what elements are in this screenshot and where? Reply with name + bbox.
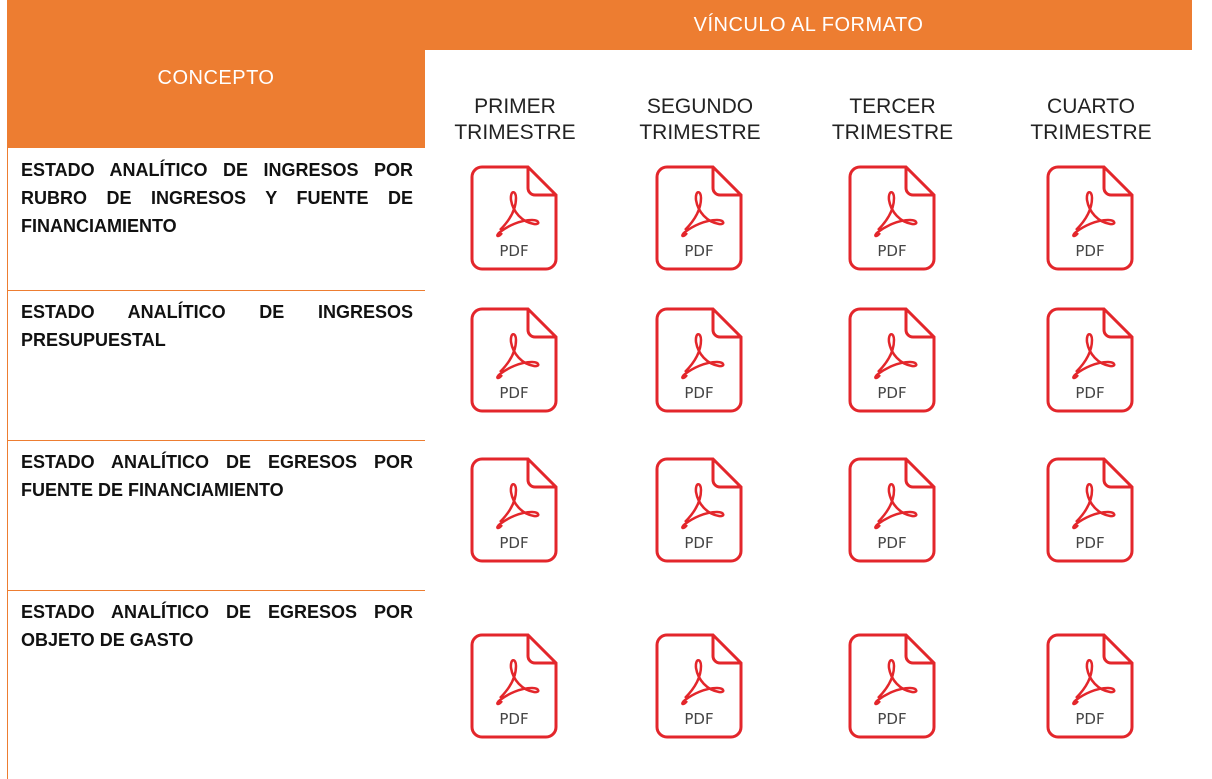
link-title: VÍNCULO AL FORMATO: [693, 13, 924, 36]
pdf-link[interactable]: PDF: [848, 164, 938, 272]
acrobat-symbol: [1072, 333, 1116, 380]
concept-cell: ESTADO ANALÍTICO DE EGRESOS POR FUENTE D…: [21, 452, 413, 500]
left-border: [7, 148, 8, 779]
pdf-link[interactable]: PDF: [1046, 456, 1136, 564]
pdf-label: PDF: [877, 710, 906, 728]
pdf-link[interactable]: PDF: [470, 164, 560, 272]
pdf-label: PDF: [877, 242, 906, 260]
pdf-link[interactable]: PDF: [655, 632, 745, 740]
pdf-label: PDF: [499, 384, 528, 402]
acrobat-symbol: [1072, 191, 1116, 238]
pdf-icon-body: [848, 307, 935, 413]
pdf-link[interactable]: PDF: [655, 164, 745, 272]
pdf-icon-fold: [904, 309, 934, 339]
acrobat-symbol: [496, 191, 540, 238]
pdf-label: PDF: [684, 534, 713, 552]
pdf-icon-fold: [1102, 459, 1132, 489]
pdf-label: PDF: [877, 534, 906, 552]
concept-cell: ESTADO ANALÍTICO DE INGRESOS POR RUBRO D…: [21, 160, 413, 236]
pdf-label: PDF: [1075, 384, 1104, 402]
acrobat-symbol: [681, 333, 725, 380]
pdf-icon-fold: [526, 635, 556, 665]
pdf-label: PDF: [684, 242, 713, 260]
pdf-icon-fold: [526, 167, 556, 197]
pdf-icon-body: [848, 457, 935, 563]
quarter-header: TERCER TRIMESTRE: [831, 95, 954, 144]
pdf-icon-fold: [904, 635, 934, 665]
pdf-link[interactable]: PDF: [1046, 164, 1136, 272]
pdf-link[interactable]: PDF: [1046, 632, 1136, 740]
pdf-icon-body: [470, 165, 558, 271]
pdf-icon-body: [470, 457, 558, 563]
pdf-link[interactable]: PDF: [470, 306, 560, 414]
concept-header: CONCEPTO: [7, 0, 425, 148]
acrobat-symbol: [873, 659, 917, 706]
pdf-label: PDF: [877, 384, 906, 402]
pdf-icon-body: [1046, 633, 1134, 739]
pdf-icon-fold: [711, 167, 741, 197]
quarter-header: SEGUNDO TRIMESTRE: [639, 95, 761, 144]
pdf-icon-body: [1046, 457, 1134, 563]
pdf-icon-fold: [526, 459, 556, 489]
pdf-icon-fold: [711, 635, 741, 665]
pdf-link[interactable]: PDF: [470, 632, 560, 740]
pdf-icon-body: [655, 165, 743, 271]
pdf-link[interactable]: PDF: [848, 306, 938, 414]
pdf-icon-body: [848, 633, 935, 739]
pdf-icon-fold: [711, 309, 741, 339]
pdf-icon-fold: [904, 459, 934, 489]
acrobat-symbol: [873, 483, 917, 530]
pdf-icon-body: [655, 457, 743, 563]
pdf-label: PDF: [499, 534, 528, 552]
pdf-icon-fold: [1102, 167, 1132, 197]
pdf-icon-body: [470, 307, 558, 413]
pdf-link[interactable]: PDF: [470, 456, 560, 564]
pdf-icon-fold: [526, 309, 556, 339]
acrobat-symbol: [496, 333, 540, 380]
concept-cell: ESTADO ANALÍTICO DE EGRESOS POR OBJETO D…: [21, 602, 413, 650]
row-border: [7, 440, 425, 441]
pdf-link[interactable]: PDF: [848, 632, 938, 740]
pdf-icon-fold: [1102, 309, 1132, 339]
pdf-icon-fold: [1102, 635, 1132, 665]
pdf-label: PDF: [684, 710, 713, 728]
concept-cell: ESTADO ANALÍTICO DE INGRESOS PRESUPUESTA…: [21, 302, 413, 350]
pdf-icon-body: [1046, 307, 1134, 413]
pdf-label: PDF: [684, 384, 713, 402]
pdf-icon-fold: [904, 167, 934, 197]
pdf-icon-body: [655, 307, 743, 413]
acrobat-symbol: [1072, 483, 1116, 530]
acrobat-symbol: [1072, 659, 1116, 706]
pdf-link[interactable]: PDF: [655, 456, 745, 564]
acrobat-symbol: [496, 483, 540, 530]
quarter-header: PRIMER TRIMESTRE: [454, 95, 576, 144]
pdf-link[interactable]: PDF: [848, 456, 938, 564]
pdf-label: PDF: [1075, 534, 1104, 552]
pdf-icon-body: [655, 633, 743, 739]
row-border: [7, 290, 425, 291]
quarter-header: CUARTO TRIMESTRE: [1030, 95, 1152, 144]
pdf-label: PDF: [1075, 242, 1104, 260]
acrobat-symbol: [681, 191, 725, 238]
pdf-link[interactable]: PDF: [1046, 306, 1136, 414]
acrobat-symbol: [873, 191, 917, 238]
pdf-link[interactable]: PDF: [655, 306, 745, 414]
acrobat-symbol: [873, 333, 917, 380]
pdf-icon-body: [848, 165, 935, 271]
pdf-icon-body: [470, 633, 558, 739]
acrobat-symbol: [496, 659, 540, 706]
pdf-label: PDF: [499, 710, 528, 728]
pdf-label: PDF: [1075, 710, 1104, 728]
row-border: [7, 590, 425, 591]
pdf-icon-fold: [711, 459, 741, 489]
acrobat-symbol: [681, 659, 725, 706]
pdf-label: PDF: [499, 242, 528, 260]
pdf-icon-body: [1046, 165, 1134, 271]
acrobat-symbol: [681, 483, 725, 530]
